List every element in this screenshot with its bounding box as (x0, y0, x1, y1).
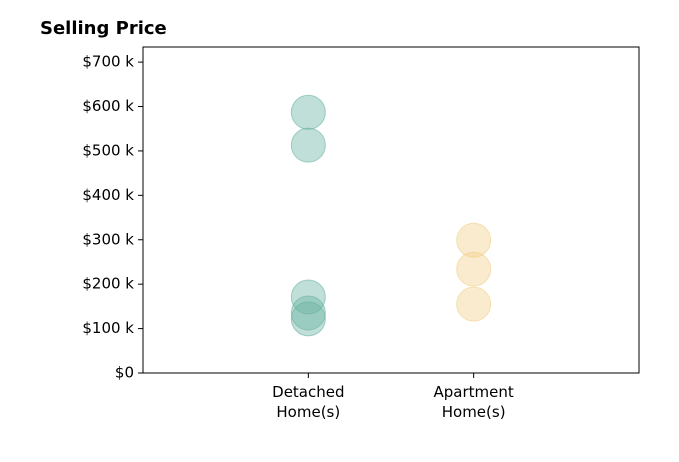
point (456, 222, 492, 258)
y-tick-label: $100 k (82, 319, 134, 337)
y-tick-label: $300 k (82, 230, 134, 248)
point (290, 127, 326, 163)
y-tick-label: $200 k (82, 275, 134, 293)
y-tick-label: $600 k (82, 97, 134, 115)
x-tick-label: Apartment Home(s) (433, 383, 514, 421)
point (290, 279, 326, 315)
point (290, 301, 326, 337)
y-tick-label: $500 k (82, 141, 134, 159)
y-tick-label: $400 k (82, 186, 134, 204)
plot-frame (142, 46, 640, 374)
x-tick-label: Detached Home(s) (272, 383, 345, 421)
y-tick-label: $0 (115, 364, 134, 382)
point (290, 94, 326, 130)
point (456, 251, 492, 287)
point (456, 286, 492, 322)
chart-title: Selling Price (40, 18, 167, 39)
y-tick-label: $700 k (82, 53, 134, 71)
